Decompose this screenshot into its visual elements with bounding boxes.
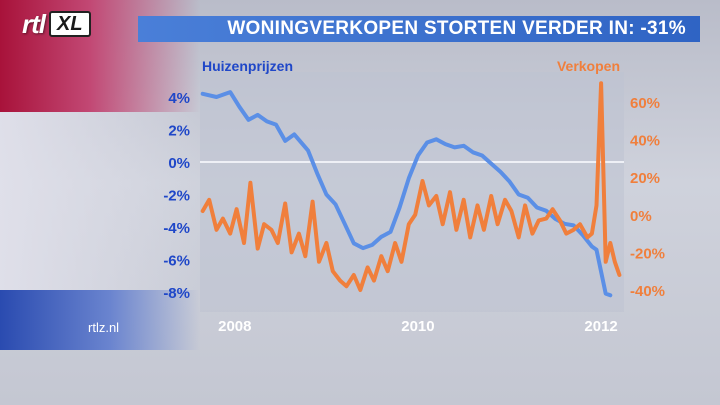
right-tick-label: -40% bbox=[630, 283, 665, 300]
decorative-stripe-blue bbox=[0, 290, 200, 350]
right-tick-label: 60% bbox=[630, 95, 660, 112]
right-tick-label: 20% bbox=[630, 170, 660, 187]
title-bar: WONINGVERKOPEN STORTEN VERDER IN: -31% bbox=[138, 16, 700, 42]
logo-rtl: rtl bbox=[22, 8, 46, 39]
rtl-xl-logo: rtl XL bbox=[22, 9, 91, 39]
right-tick-label: 40% bbox=[630, 133, 660, 150]
left-axis-label: Huizenprijzen bbox=[202, 58, 293, 74]
left-tick-label: -8% bbox=[163, 285, 190, 302]
right-tick-labels: 60% 40% 20% 0% -20% -40% bbox=[630, 95, 665, 300]
x-tick-label: 2010 bbox=[401, 318, 434, 335]
x-tick-labels: 2008 2010 2012 bbox=[218, 318, 618, 335]
left-tick-label: -2% bbox=[163, 188, 190, 205]
x-tick-label: 2012 bbox=[584, 318, 617, 335]
left-tick-label: 2% bbox=[168, 123, 190, 140]
left-tick-label: -6% bbox=[163, 253, 190, 270]
left-tick-label: 4% bbox=[168, 90, 190, 107]
chart-title: WONINGVERKOPEN STORTEN VERDER IN: -31% bbox=[227, 18, 686, 39]
logo-xl: XL bbox=[49, 11, 91, 37]
plot-area bbox=[200, 72, 624, 312]
right-tick-label: -20% bbox=[630, 245, 665, 262]
left-tick-label: 0% bbox=[168, 155, 190, 172]
series-lines bbox=[200, 81, 622, 298]
right-tick-label: 0% bbox=[630, 208, 652, 225]
verkopen-line bbox=[200, 81, 622, 292]
left-tick-label: -4% bbox=[163, 220, 190, 237]
x-tick-label: 2008 bbox=[218, 318, 251, 335]
site-url: rtlz.nl bbox=[88, 320, 120, 335]
left-tick-labels: 4% 2% 0% -2% -4% -6% -8% bbox=[163, 90, 190, 302]
right-axis-label: Verkopen bbox=[557, 58, 620, 74]
huizenprijzen-line bbox=[200, 90, 613, 298]
decorative-stripe-light bbox=[0, 112, 200, 290]
